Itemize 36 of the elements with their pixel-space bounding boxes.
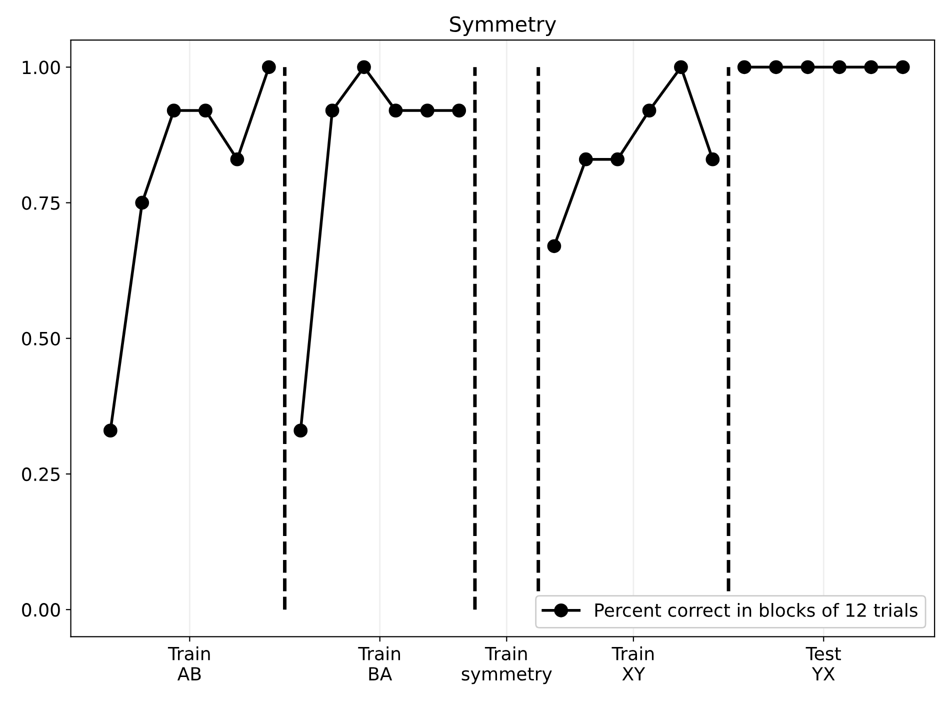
legend-label: Percent correct in blocks of 12 trials: [595, 602, 918, 617]
point: [737, 60, 752, 74]
point: [294, 424, 308, 438]
point: [642, 104, 656, 118]
point: [420, 104, 434, 118]
point: [262, 60, 276, 74]
x-tick-label: Test YX: [806, 646, 841, 680]
point: [357, 60, 371, 74]
x-tick-label: Train XY: [612, 646, 654, 680]
y-tick-label: 0.00: [22, 603, 60, 617]
point: [832, 60, 846, 74]
chart-title: Symmetry: [450, 16, 556, 36]
x-tick-label: Train symmetry: [462, 646, 552, 684]
point: [864, 60, 878, 74]
point: [452, 104, 466, 118]
point: [769, 60, 784, 74]
point: [800, 60, 815, 74]
point: [674, 60, 688, 74]
point: [388, 104, 403, 118]
x-tick-label: Train BA: [358, 646, 400, 680]
y-tick-label: 0.75: [22, 196, 60, 210]
point: [103, 424, 118, 438]
y-tick-label: 1.00: [22, 60, 60, 74]
point: [230, 152, 244, 166]
y-tick-label: 0.50: [22, 332, 60, 346]
point: [896, 60, 910, 74]
point: [198, 104, 212, 118]
point: [135, 196, 150, 210]
y-tick-label: 0.25: [22, 467, 60, 482]
point: [578, 152, 593, 166]
point: [547, 239, 562, 254]
point: [706, 152, 720, 166]
point: [325, 104, 340, 118]
point: [610, 152, 625, 166]
point: [166, 104, 181, 118]
x-tick-label: Train AB: [168, 646, 210, 680]
